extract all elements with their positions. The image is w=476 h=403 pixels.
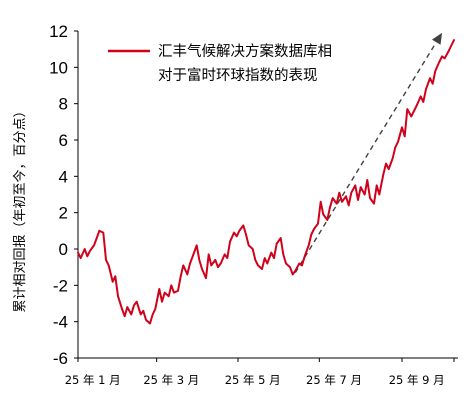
y-tick-label: 6 bbox=[59, 131, 68, 150]
x-tick-label: 25 年 7 月 bbox=[306, 373, 362, 387]
y-tick-label: 8 bbox=[59, 95, 68, 114]
x-tick-label: 25 年 1 月 bbox=[65, 373, 121, 387]
series-line bbox=[77, 39, 455, 325]
x-axis-tick-labels: 25 年 1 月 25 年 3 月 25 年 5 月 25 年 7 月 25 年 9 月 bbox=[65, 358, 455, 387]
chart-legend: 汇丰气候解决方案数据库相 对于富时环球指数的表现 bbox=[108, 42, 332, 84]
y-axis-tick-labels: -6 -4 -2 0 2 4 6 8 10 12 bbox=[49, 22, 78, 368]
y-tick-label: 4 bbox=[59, 167, 68, 186]
x-tick-label: 25 年 3 月 bbox=[143, 373, 199, 387]
y-tick-label: 10 bbox=[49, 58, 68, 77]
y-tick-label: 12 bbox=[49, 22, 68, 41]
trend-arrow bbox=[294, 32, 442, 273]
x-tick-label: 25 年 9 月 bbox=[389, 373, 445, 387]
y-tick-label: 0 bbox=[59, 240, 68, 259]
y-axis-label: 累计相对回报（年初至今，百分点） bbox=[12, 104, 28, 312]
y-tick-label: -4 bbox=[53, 313, 68, 332]
y-tick-label: -6 bbox=[53, 349, 68, 368]
trend-arrow-head bbox=[431, 32, 442, 45]
x-tick-label: 25 年 5 月 bbox=[225, 373, 281, 387]
y-tick-label: 2 bbox=[59, 204, 68, 223]
trend-arrow-shaft bbox=[294, 41, 437, 273]
legend-label-line-1: 汇丰气候解决方案数据库相 bbox=[158, 42, 332, 60]
y-tick-label: -2 bbox=[53, 276, 68, 295]
legend-label-line-2: 对于富时环球指数的表现 bbox=[158, 66, 318, 84]
